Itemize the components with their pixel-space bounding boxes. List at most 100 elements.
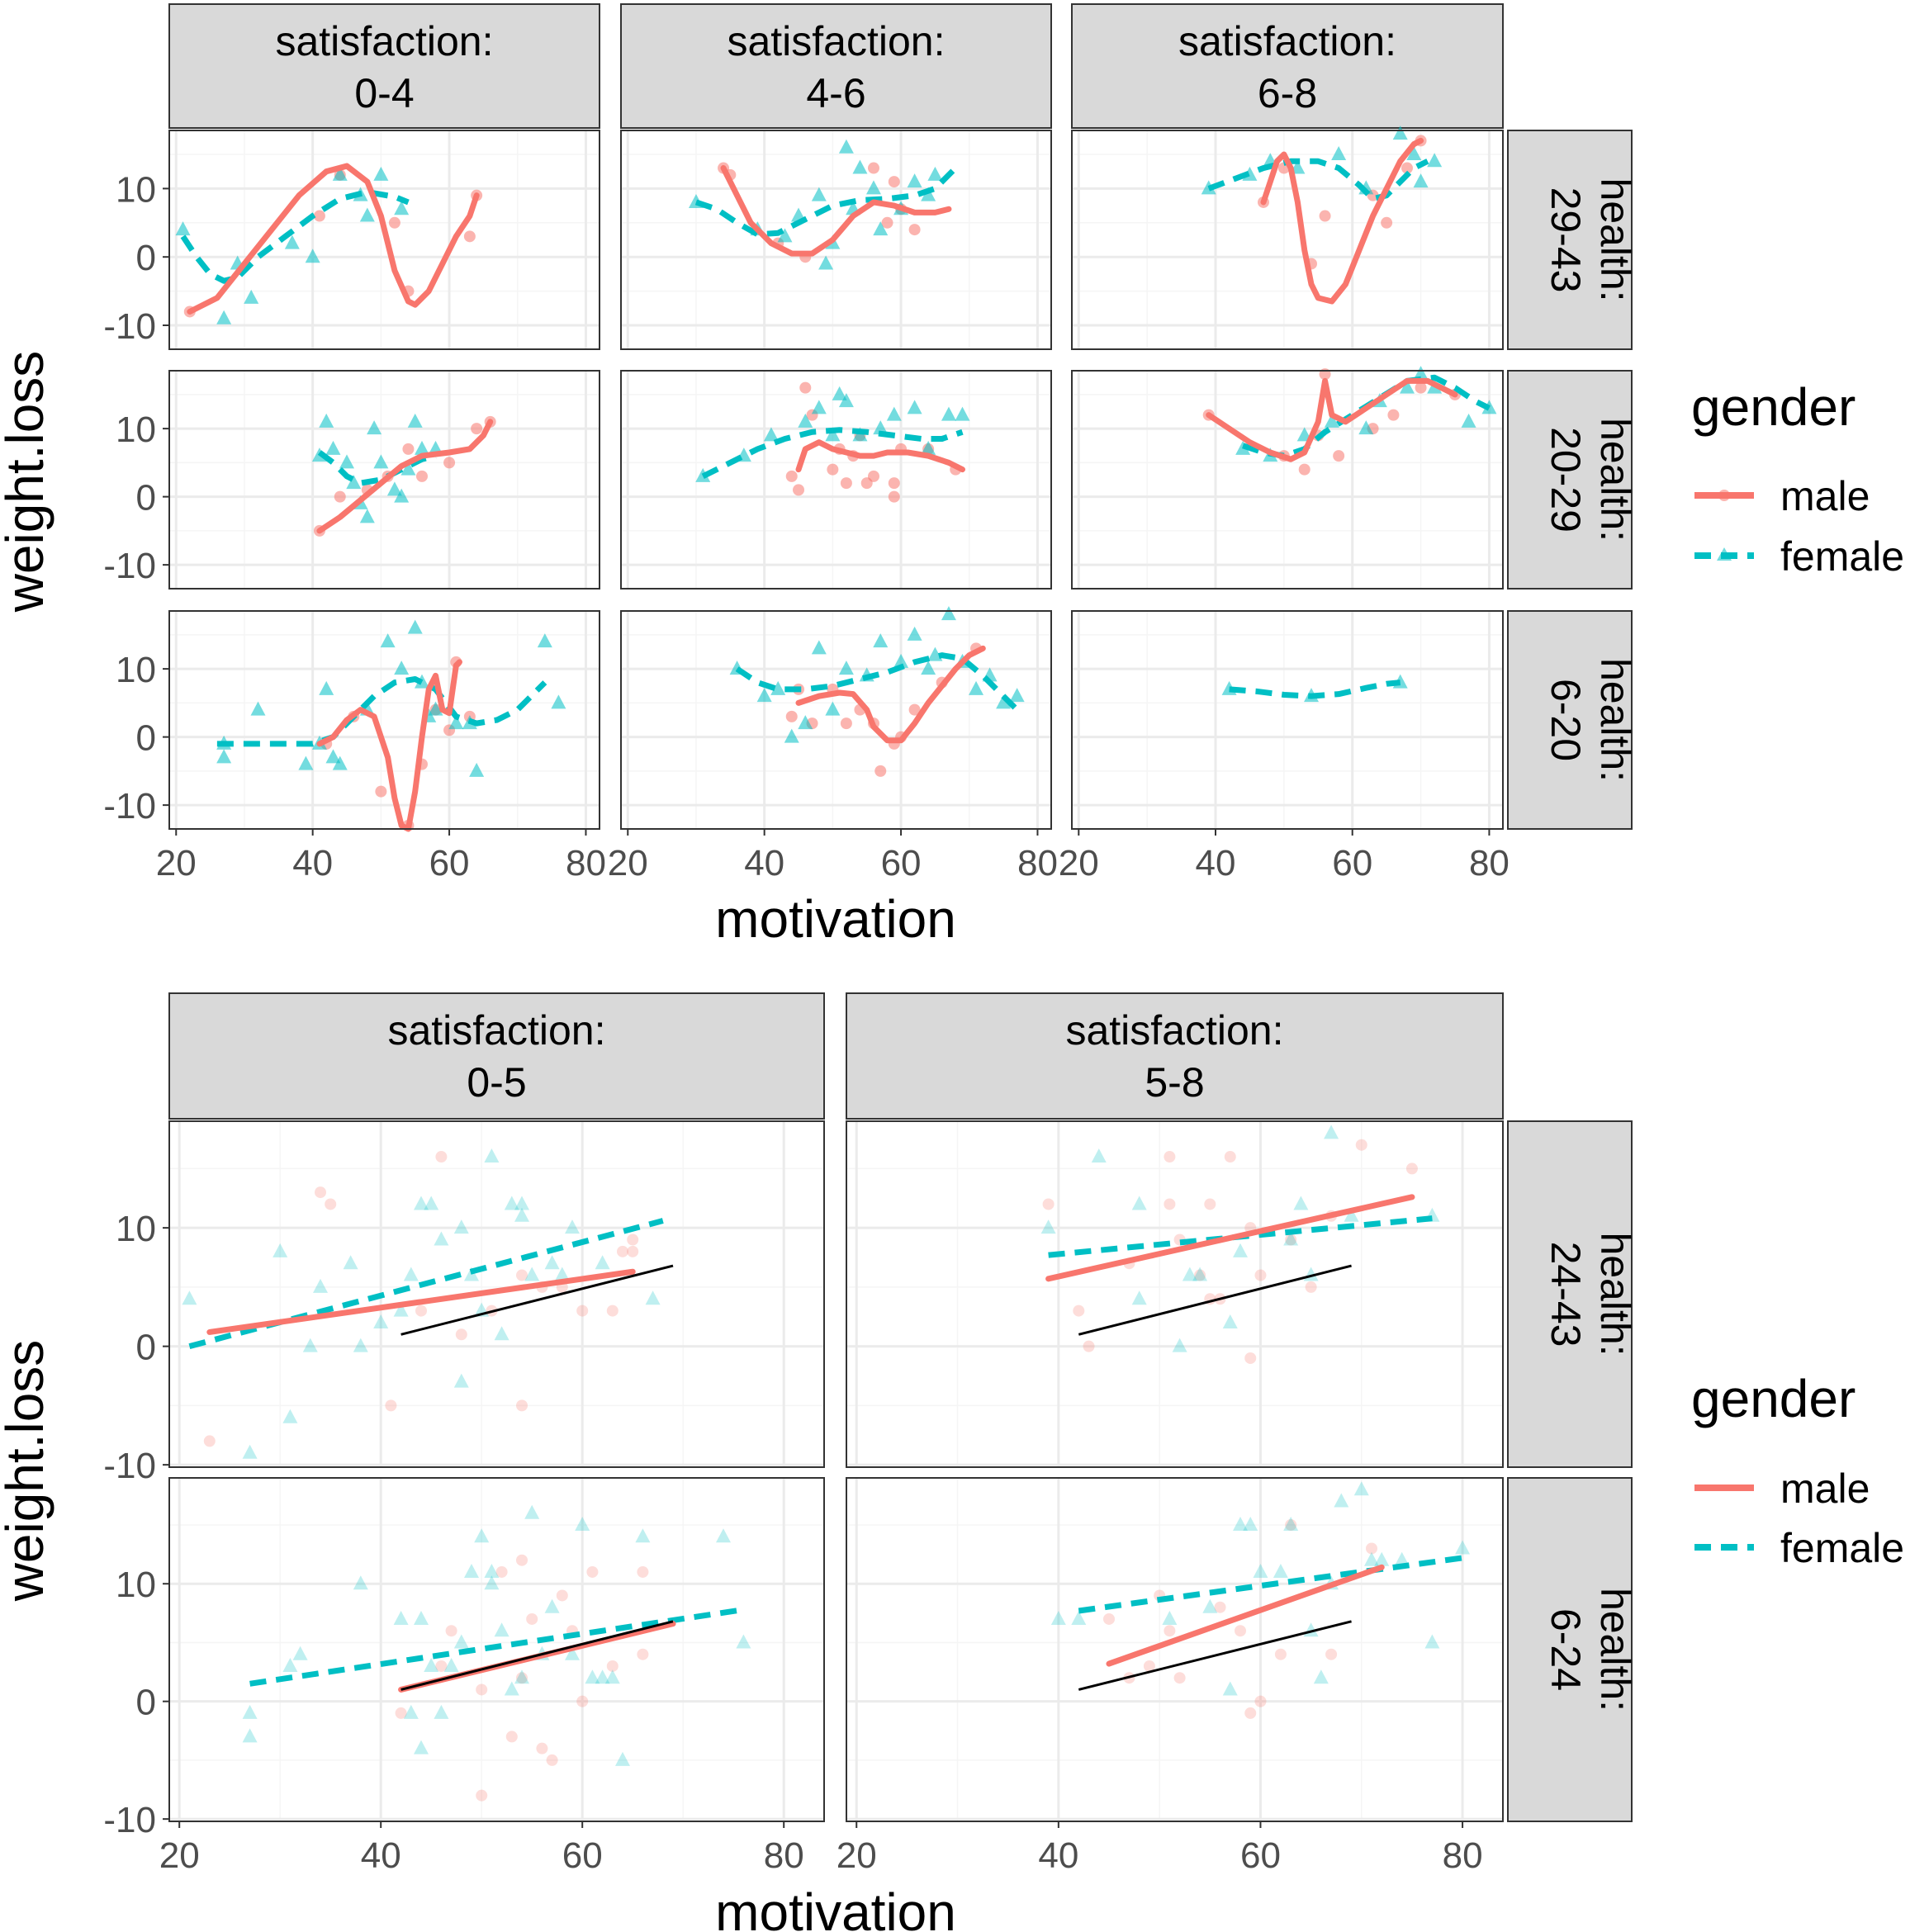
panel-background — [846, 1121, 1503, 1467]
data-point-female — [554, 1267, 570, 1281]
data-point-female — [832, 386, 847, 400]
data-point-female — [865, 180, 881, 195]
legend-label-male: male — [1780, 1466, 1870, 1512]
data-point-female — [332, 166, 348, 181]
data-point-female — [484, 1575, 500, 1590]
data-point-female — [1222, 1681, 1238, 1696]
data-point-male — [785, 710, 798, 722]
data-point-female — [1324, 1125, 1339, 1139]
data-point-male — [203, 1435, 216, 1447]
panel-border — [620, 130, 1052, 350]
data-point-female — [921, 661, 936, 675]
data-point-male — [395, 1707, 407, 1719]
data-point-male — [471, 423, 483, 435]
data-point-female — [403, 1704, 419, 1719]
data-point-female — [1192, 1267, 1208, 1281]
data-point-female — [339, 454, 355, 469]
legend-key-male-point — [1718, 490, 1730, 501]
x-tick-label: 80 — [1469, 843, 1510, 883]
data-point-male — [1143, 1660, 1155, 1672]
data-point-male — [867, 162, 879, 174]
data-point-female — [443, 1657, 459, 1672]
data-point-female — [524, 1504, 540, 1519]
data-point-female — [424, 1657, 439, 1672]
y-tick-label: -10 — [103, 1800, 156, 1840]
trend-line-male — [795, 439, 965, 473]
data-point-female — [414, 440, 429, 455]
data-point-female — [332, 755, 348, 770]
data-point-female — [921, 440, 936, 455]
legend-key-female-point — [1717, 547, 1732, 561]
facet-strip-label: satisfaction: — [275, 18, 493, 64]
x-tick-label: 40 — [292, 843, 333, 883]
data-point-female — [1273, 1563, 1288, 1578]
data-point-female — [216, 749, 232, 764]
data-point-female — [284, 234, 300, 249]
data-point-female — [359, 207, 375, 222]
data-point-male — [402, 443, 415, 455]
trend-line-female — [701, 427, 964, 480]
data-point-female — [393, 1302, 409, 1317]
x-tick-label: 80 — [764, 1835, 804, 1876]
data-point-male — [455, 1328, 467, 1341]
data-point-female — [838, 393, 854, 408]
facet-panel: -10 0 10 — [103, 130, 600, 350]
y-axis-title-top: weight.loss — [0, 351, 55, 613]
facet-strip-row — [1507, 370, 1633, 590]
data-point-male — [1235, 1625, 1246, 1637]
data-point-female — [393, 1610, 409, 1625]
data-point-male — [799, 381, 812, 394]
data-point-female — [386, 481, 402, 496]
data-point-female — [1131, 1290, 1147, 1305]
data-point-female — [1413, 366, 1429, 381]
panel-border — [620, 370, 1052, 590]
data-point-female — [407, 413, 423, 428]
data-point-male — [315, 1186, 326, 1199]
data-point-female — [798, 413, 813, 428]
data-point-female — [1424, 1634, 1440, 1649]
data-point-female — [770, 680, 786, 695]
data-point-female — [955, 406, 970, 421]
data-point-female — [394, 201, 410, 215]
data-point-female — [453, 1634, 469, 1649]
facet-strip-label: 6-20 — [1543, 679, 1589, 761]
data-point-female — [852, 159, 868, 174]
data-point-male — [888, 490, 900, 503]
data-point-female — [763, 427, 779, 442]
data-point-male — [435, 1660, 448, 1672]
facet-strip-label: 0-4 — [354, 70, 414, 116]
data-point-male — [874, 765, 887, 777]
x-tick-label: 60 — [1240, 1835, 1281, 1876]
facet-strip-label: 5-8 — [1145, 1059, 1204, 1106]
data-point-female — [524, 1267, 540, 1281]
data-point-female — [453, 1373, 469, 1388]
data-point-female — [1071, 1610, 1087, 1625]
data-point-female — [353, 1575, 368, 1590]
data-point-female — [1283, 1516, 1299, 1531]
data-point-female — [1162, 1610, 1178, 1625]
facet-strip-label: 6-24 — [1543, 1608, 1589, 1691]
data-point-female — [1331, 145, 1347, 160]
data-point-female — [1364, 1551, 1379, 1566]
data-point-female — [811, 640, 827, 655]
data-point-female — [504, 1681, 519, 1696]
data-point-female — [615, 1751, 630, 1766]
facet-panel: 20 40 60 80 — [608, 606, 1058, 883]
trend-line-female — [1207, 158, 1429, 202]
facet-strip-label: satisfaction: — [387, 1007, 605, 1054]
data-point-female — [394, 661, 410, 675]
data-point-female — [1182, 1267, 1197, 1281]
data-point-female — [595, 1669, 610, 1684]
panel-background — [169, 1478, 824, 1821]
y-tick-label: 10 — [116, 1209, 156, 1249]
facet-strip-col — [620, 3, 1052, 129]
data-point-female — [373, 454, 389, 469]
data-point-male — [385, 1399, 397, 1412]
data-point-male — [445, 1625, 457, 1637]
trend-line-male — [720, 165, 952, 257]
facet-panel: 20 40 60 80 — [1059, 610, 1510, 883]
data-point-female — [1427, 153, 1443, 168]
data-point-male — [586, 1565, 599, 1578]
data-point-male — [526, 1612, 538, 1625]
